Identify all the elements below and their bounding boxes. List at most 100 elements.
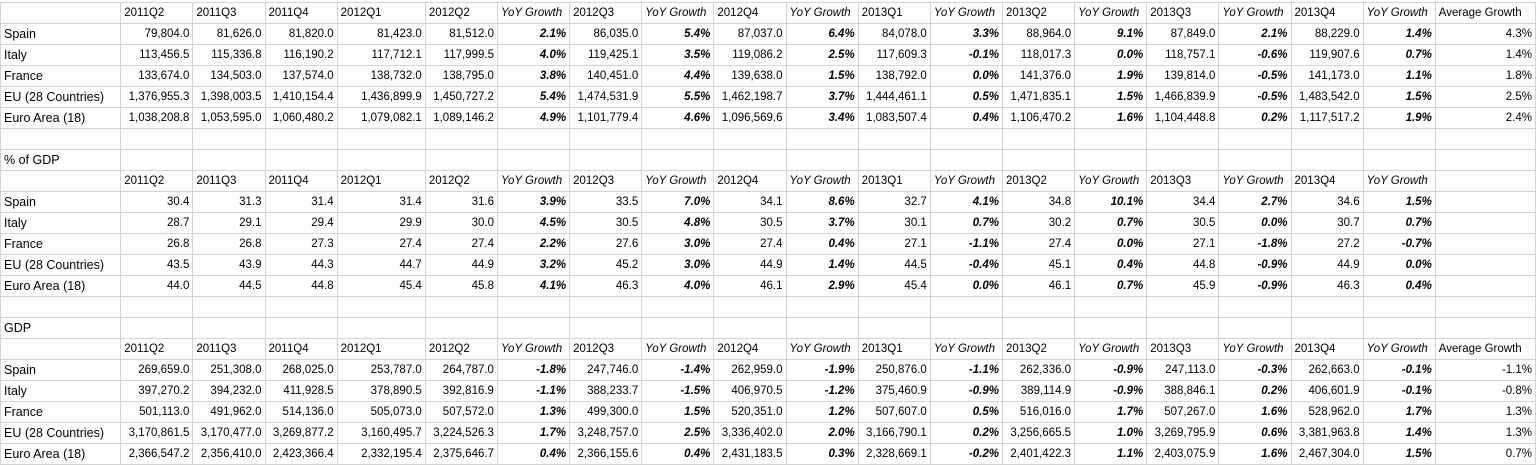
quarter-header-cell[interactable]: 2011Q3	[192, 170, 266, 192]
yoy-growth-cell[interactable]: 3.4%	[785, 107, 859, 129]
average-growth-cell[interactable]: 1.8%	[1434, 65, 1537, 87]
value-cell[interactable]: 501,113.0	[120, 401, 194, 423]
section-title-cell[interactable]: GDP	[0, 317, 122, 339]
yoy-growth-cell[interactable]: 4.4%	[641, 65, 715, 87]
empty-cell[interactable]	[496, 149, 571, 171]
quarter-header-cell[interactable]: 2013Q1	[857, 338, 931, 360]
quarter-header-cell[interactable]: 2011Q3	[192, 2, 266, 24]
empty-cell[interactable]	[1434, 296, 1537, 318]
value-cell[interactable]: 117,999.5	[424, 44, 498, 66]
value-cell[interactable]: 34.1	[713, 191, 787, 213]
quarter-header-cell[interactable]: 2013Q4	[1290, 338, 1364, 360]
yoy-header-cell[interactable]: YoY Growth	[496, 338, 571, 360]
yoy-growth-cell[interactable]: 0.4%	[641, 443, 715, 465]
yoy-growth-cell[interactable]: 1.9%	[1074, 65, 1148, 87]
yoy-header-cell[interactable]: YoY Growth	[1362, 170, 1436, 192]
value-cell[interactable]: 3,224,526.3	[424, 422, 498, 444]
value-cell[interactable]: 81,626.0	[192, 23, 266, 45]
yoy-growth-cell[interactable]: -0.9%	[929, 380, 1003, 402]
value-cell[interactable]: 33.5	[569, 191, 643, 213]
value-cell[interactable]: 31.6	[424, 191, 498, 213]
empty-cell[interactable]	[1218, 317, 1292, 339]
average-growth-cell[interactable]: 1.4%	[1434, 44, 1537, 66]
empty-cell[interactable]	[1146, 128, 1220, 150]
average-growth-cell[interactable]	[1434, 254, 1537, 276]
yoy-growth-cell[interactable]: -1.8%	[496, 359, 571, 381]
yoy-growth-cell[interactable]: 3.7%	[785, 86, 859, 108]
quarter-header-cell[interactable]: 2012Q1	[336, 338, 426, 360]
yoy-growth-cell[interactable]: 1.5%	[1362, 191, 1436, 213]
value-cell[interactable]: 31.3	[192, 191, 266, 213]
value-cell[interactable]: 27.4	[336, 233, 426, 255]
value-cell[interactable]: 81,512.0	[424, 23, 498, 45]
empty-cell[interactable]	[336, 296, 426, 318]
quarter-header-cell[interactable]: 2013Q2	[1001, 338, 1076, 360]
row-label-cell[interactable]: Italy	[0, 380, 122, 402]
empty-cell[interactable]	[0, 170, 122, 192]
quarter-header-cell[interactable]: 2013Q1	[857, 170, 931, 192]
quarter-header-cell[interactable]: 2011Q2	[120, 170, 194, 192]
yoy-growth-cell[interactable]: -1.1%	[496, 380, 571, 402]
yoy-growth-cell[interactable]: 2.7%	[1218, 191, 1292, 213]
yoy-growth-cell[interactable]: -0.1%	[1362, 359, 1436, 381]
value-cell[interactable]: 3,269,877.2	[264, 422, 338, 444]
yoy-header-cell[interactable]: YoY Growth	[929, 170, 1003, 192]
yoy-growth-cell[interactable]: 2.5%	[785, 44, 859, 66]
quarter-header-cell[interactable]: 2013Q3	[1146, 338, 1220, 360]
yoy-growth-cell[interactable]: 0.0%	[929, 65, 1003, 87]
value-cell[interactable]: 46.1	[1001, 275, 1076, 297]
value-cell[interactable]: 388,846.1	[1146, 380, 1220, 402]
yoy-header-cell[interactable]: YoY Growth	[1362, 338, 1436, 360]
yoy-growth-cell[interactable]: 2.1%	[496, 23, 571, 45]
value-cell[interactable]: 1,083,507.4	[857, 107, 931, 129]
value-cell[interactable]: 520,351.0	[713, 401, 787, 423]
empty-cell[interactable]	[120, 128, 194, 150]
value-cell[interactable]: 1,096,569.6	[713, 107, 787, 129]
quarter-header-cell[interactable]: 2012Q2	[424, 338, 498, 360]
yoy-growth-cell[interactable]: 1.6%	[1218, 443, 1292, 465]
empty-cell[interactable]	[569, 128, 643, 150]
value-cell[interactable]: 1,117,517.2	[1290, 107, 1364, 129]
empty-cell[interactable]	[264, 317, 338, 339]
value-cell[interactable]: 30.5	[1146, 212, 1220, 234]
value-cell[interactable]: 138,732.0	[336, 65, 426, 87]
value-cell[interactable]: 118,017.3	[1001, 44, 1076, 66]
yoy-header-cell[interactable]: YoY Growth	[1074, 2, 1148, 24]
row-label-cell[interactable]: Spain	[0, 23, 122, 45]
value-cell[interactable]: 137,574.0	[264, 65, 338, 87]
empty-cell[interactable]	[496, 128, 571, 150]
quarter-header-cell[interactable]: 2011Q4	[264, 338, 338, 360]
value-cell[interactable]: 1,053,595.0	[192, 107, 266, 129]
quarter-header-cell[interactable]: 2012Q2	[424, 170, 498, 192]
quarter-header-cell[interactable]: 2013Q1	[857, 2, 931, 24]
empty-cell[interactable]	[1362, 128, 1436, 150]
yoy-header-cell[interactable]: YoY Growth	[641, 2, 715, 24]
value-cell[interactable]: 2,431,183.5	[713, 443, 787, 465]
empty-cell[interactable]	[713, 296, 787, 318]
value-cell[interactable]: 247,113.0	[1146, 359, 1220, 381]
yoy-growth-cell[interactable]: 2.2%	[496, 233, 571, 255]
yoy-header-cell[interactable]: YoY Growth	[785, 2, 859, 24]
yoy-growth-cell[interactable]: -1.4%	[641, 359, 715, 381]
value-cell[interactable]: 1,466,839.9	[1146, 86, 1220, 108]
value-cell[interactable]: 1,474,531.9	[569, 86, 643, 108]
value-cell[interactable]: 117,712.1	[336, 44, 426, 66]
yoy-growth-cell[interactable]: 2.0%	[785, 422, 859, 444]
value-cell[interactable]: 2,332,195.4	[336, 443, 426, 465]
yoy-growth-cell[interactable]: -1.9%	[785, 359, 859, 381]
empty-cell[interactable]	[929, 296, 1003, 318]
yoy-growth-cell[interactable]: 0.0%	[929, 275, 1003, 297]
value-cell[interactable]: 1,471,835.1	[1001, 86, 1076, 108]
yoy-growth-cell[interactable]: 0.4%	[1362, 275, 1436, 297]
value-cell[interactable]: 27.3	[264, 233, 338, 255]
yoy-growth-cell[interactable]: -0.5%	[1218, 86, 1292, 108]
empty-cell[interactable]	[1290, 128, 1364, 150]
value-cell[interactable]: 44.5	[192, 275, 266, 297]
empty-cell[interactable]	[192, 149, 266, 171]
yoy-growth-cell[interactable]: -0.9%	[1218, 275, 1292, 297]
empty-cell[interactable]	[0, 338, 122, 360]
empty-cell[interactable]	[1001, 317, 1076, 339]
empty-cell[interactable]	[857, 149, 931, 171]
empty-cell[interactable]	[336, 317, 426, 339]
yoy-growth-cell[interactable]: 0.7%	[1362, 212, 1436, 234]
